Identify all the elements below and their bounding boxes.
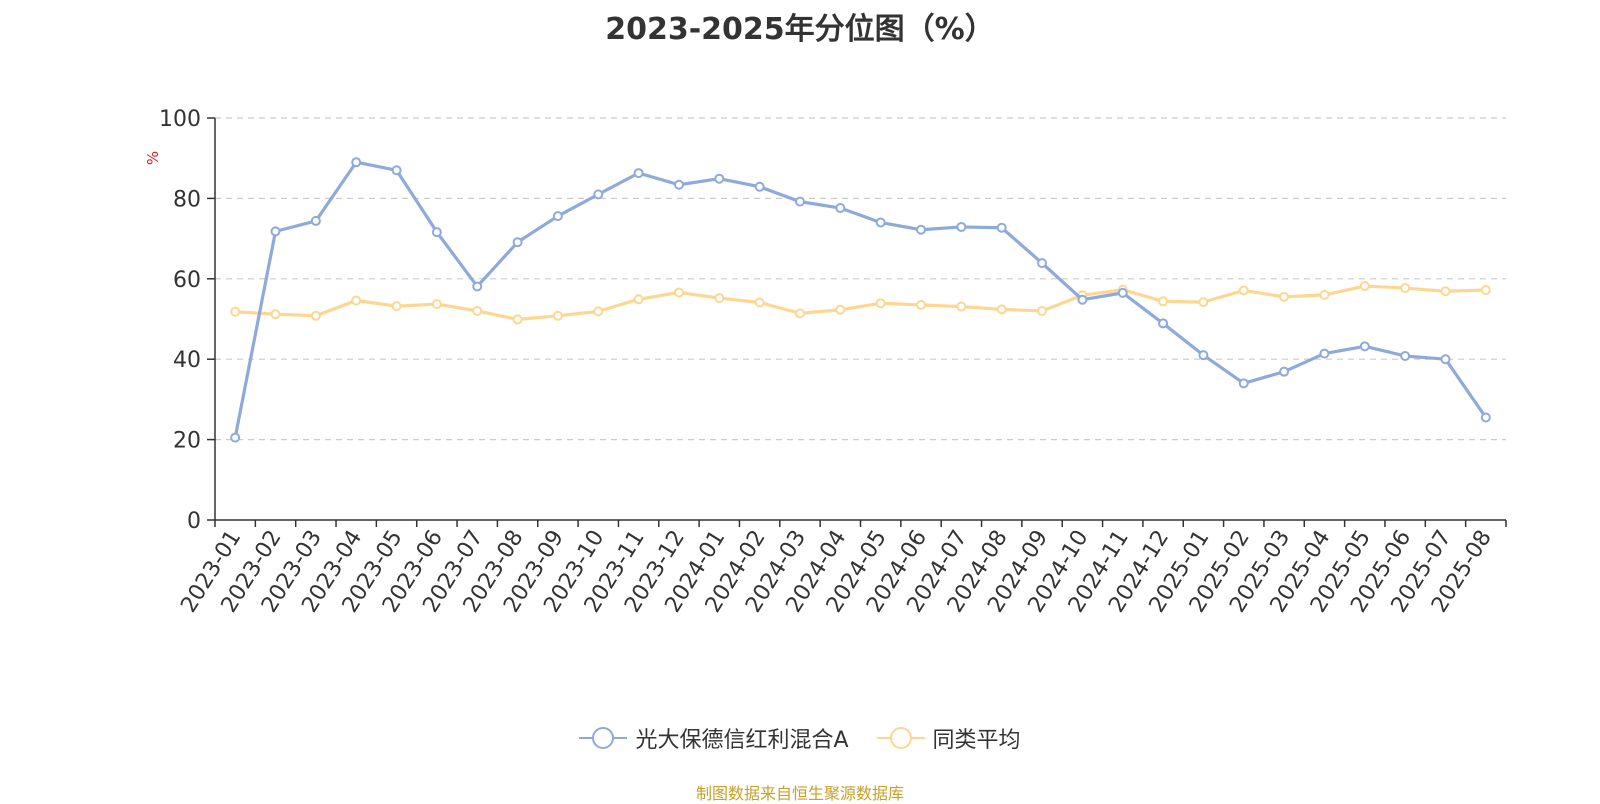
data-point <box>1319 348 1330 359</box>
data-point <box>875 217 886 228</box>
data-point <box>673 287 684 298</box>
data-point <box>593 306 604 317</box>
chart-title: 2023-2025年分位图（%） <box>605 12 995 47</box>
data-point <box>1279 291 1290 302</box>
tick-labels: 020406080100%2023-012023-022023-032023-0… <box>144 107 1497 617</box>
legend: 光大保德信红利混合A 同类平均 <box>0 722 1600 754</box>
data-point <box>794 196 805 207</box>
data-point <box>512 314 523 325</box>
data-point <box>1440 354 1451 365</box>
legend-label: 同类平均 <box>932 728 1021 753</box>
data-point <box>1400 283 1411 294</box>
data-point <box>633 294 644 305</box>
data-point <box>270 309 281 320</box>
data-point <box>1319 289 1330 300</box>
source-note: 制图数据来自恒生聚源数据库 <box>695 784 904 803</box>
legend-item[interactable]: 光大保德信红利混合A <box>579 722 849 754</box>
data-point <box>270 226 281 237</box>
data-point <box>714 293 725 304</box>
data-point <box>552 211 563 222</box>
data-point <box>472 281 483 292</box>
data-point <box>351 157 362 168</box>
legend-label: 光大保德信红利混合A <box>635 728 849 753</box>
data-point <box>916 299 927 310</box>
legend-swatch <box>579 727 628 749</box>
data-point <box>916 224 927 235</box>
data-point <box>431 299 442 310</box>
data-point <box>1198 350 1209 361</box>
data-point <box>1440 286 1451 297</box>
data-point <box>230 306 241 317</box>
legend-swatch <box>876 727 925 749</box>
data-point <box>1279 366 1290 377</box>
data-point <box>391 165 402 176</box>
data-point <box>1400 350 1411 361</box>
data-point <box>1238 285 1249 296</box>
data-point <box>996 304 1007 315</box>
data-point <box>1359 281 1370 292</box>
y-axis-label: % <box>144 151 162 165</box>
data-point <box>1480 285 1491 296</box>
y-tick-label: 20 <box>173 429 201 454</box>
data-point <box>754 181 765 192</box>
data-point <box>472 305 483 316</box>
grid-lines <box>215 117 1506 441</box>
data-point <box>794 308 805 319</box>
data-point <box>1198 297 1209 308</box>
data-point <box>1158 318 1169 329</box>
y-tick-label: 100 <box>159 107 201 132</box>
data-point <box>835 203 846 214</box>
data-point <box>956 301 967 312</box>
data-point <box>1037 258 1048 269</box>
series-lines <box>230 157 1491 443</box>
data-point <box>431 227 442 238</box>
data-point <box>512 237 523 248</box>
data-point <box>714 173 725 184</box>
data-point <box>1480 412 1491 423</box>
data-point <box>1359 341 1370 352</box>
data-point <box>996 222 1007 233</box>
y-tick-label: 40 <box>173 348 201 373</box>
data-point <box>593 189 604 200</box>
data-point <box>1077 294 1088 305</box>
data-point <box>1037 305 1048 316</box>
legend-item[interactable]: 同类平均 <box>876 722 1021 754</box>
data-point <box>552 310 563 321</box>
data-point <box>673 179 684 190</box>
data-point <box>1238 378 1249 389</box>
data-point <box>875 298 886 309</box>
axes <box>207 117 1507 527</box>
data-point <box>633 168 644 179</box>
data-point <box>1117 287 1128 298</box>
y-tick-label: 80 <box>173 187 201 212</box>
data-point <box>835 304 846 315</box>
data-point <box>391 301 402 312</box>
data-point <box>754 297 765 308</box>
data-point <box>956 221 967 232</box>
data-point <box>351 295 362 306</box>
data-point <box>310 310 321 321</box>
data-point <box>310 215 321 226</box>
data-point <box>1158 296 1169 307</box>
y-tick-label: 60 <box>173 268 201 293</box>
y-tick-label: 0 <box>187 509 201 534</box>
series-line <box>233 160 1488 438</box>
data-point <box>230 432 241 443</box>
series-line <box>235 284 1486 322</box>
